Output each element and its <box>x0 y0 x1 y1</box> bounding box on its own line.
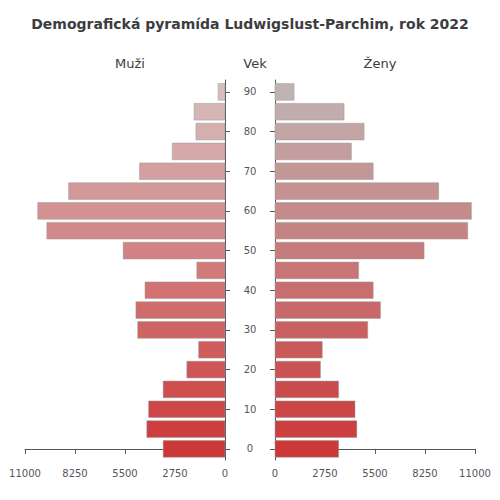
svg-text:11000: 11000 <box>459 468 491 479</box>
svg-text:2750: 2750 <box>162 468 187 479</box>
svg-text:5500: 5500 <box>112 468 137 479</box>
svg-text:Demografická pyramída Ludwigsl: Demografická pyramída Ludwigslust-Parchi… <box>31 16 469 32</box>
svg-text:2750: 2750 <box>312 468 337 479</box>
svg-text:80: 80 <box>244 126 257 137</box>
svg-text:10: 10 <box>244 404 257 415</box>
svg-text:Vek: Vek <box>243 56 267 71</box>
svg-text:30: 30 <box>244 324 257 335</box>
svg-text:0: 0 <box>272 468 278 479</box>
svg-text:50: 50 <box>244 245 257 256</box>
svg-text:0: 0 <box>222 468 228 479</box>
svg-text:5500: 5500 <box>362 468 387 479</box>
svg-text:8250: 8250 <box>62 468 87 479</box>
svg-text:8250: 8250 <box>412 468 437 479</box>
svg-text:90: 90 <box>244 86 257 97</box>
svg-text:60: 60 <box>244 205 257 216</box>
svg-text:70: 70 <box>244 166 257 177</box>
svg-text:40: 40 <box>244 285 257 296</box>
svg-text:11000: 11000 <box>9 468 41 479</box>
svg-text:0: 0 <box>247 443 253 454</box>
svg-text:Muži: Muži <box>115 56 145 71</box>
svg-text:Ženy: Ženy <box>364 56 397 71</box>
svg-text:20: 20 <box>244 364 257 375</box>
